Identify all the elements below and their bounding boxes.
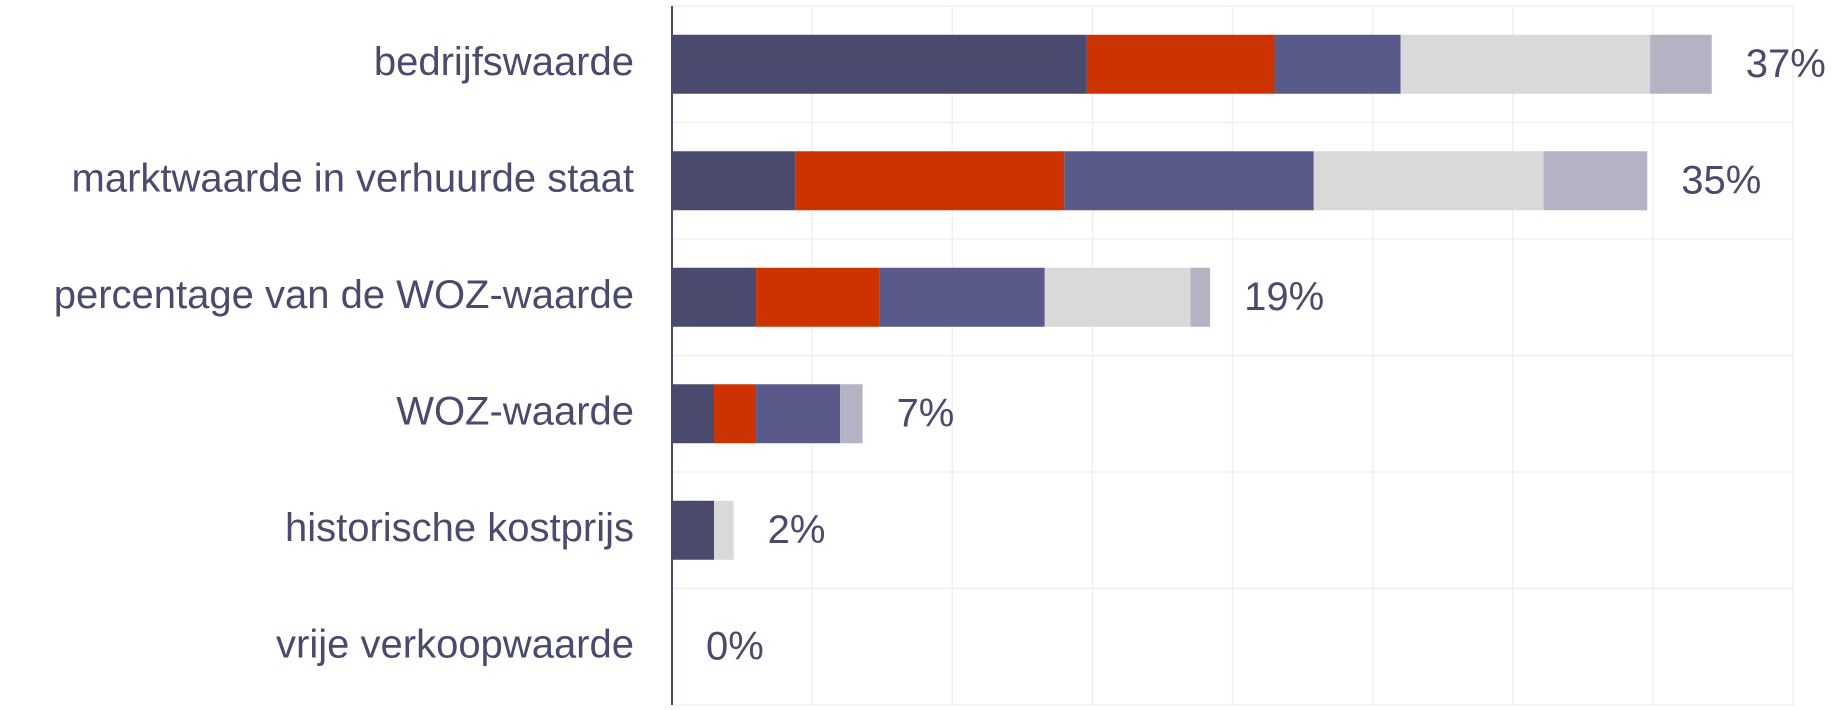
bar-segment [1274, 34, 1401, 94]
bar-segment [1313, 151, 1544, 211]
bar-segment [756, 267, 880, 327]
category-label: bedrijfswaarde [374, 40, 634, 84]
category-label: historische kostprijs [285, 506, 634, 550]
total-label: 37% [1746, 42, 1826, 86]
category-label: marktwaarde in verhuurde staat [72, 156, 635, 200]
bar-segment [714, 384, 757, 444]
bar-segment [672, 267, 757, 327]
bar-segment [879, 267, 1045, 327]
category-label: vrije verkoopwaarde [276, 622, 634, 666]
bar-segment [1190, 267, 1211, 327]
bar-segment [756, 384, 841, 444]
bar-segment [1064, 151, 1314, 211]
bar-segment [1543, 151, 1648, 211]
bar-segment [714, 500, 734, 560]
bar-segment [1650, 34, 1712, 94]
category-label: WOZ-waarde [396, 389, 634, 433]
bar-segment [672, 151, 796, 211]
bar-segment [840, 384, 863, 444]
total-label: 0% [706, 624, 764, 668]
total-label: 35% [1681, 158, 1761, 202]
bar-segment [1044, 267, 1191, 327]
total-label: 7% [897, 391, 955, 435]
bar-segment [672, 34, 1087, 94]
category-label: percentage van de WOZ-waarde [54, 273, 634, 317]
bar-segment [672, 500, 715, 560]
total-label: 19% [1244, 275, 1324, 319]
bar-segment [672, 384, 715, 444]
bar-segment [795, 151, 1065, 211]
bar-segment [1086, 34, 1275, 94]
bar-segment [1400, 34, 1651, 94]
total-label: 2% [768, 508, 826, 552]
